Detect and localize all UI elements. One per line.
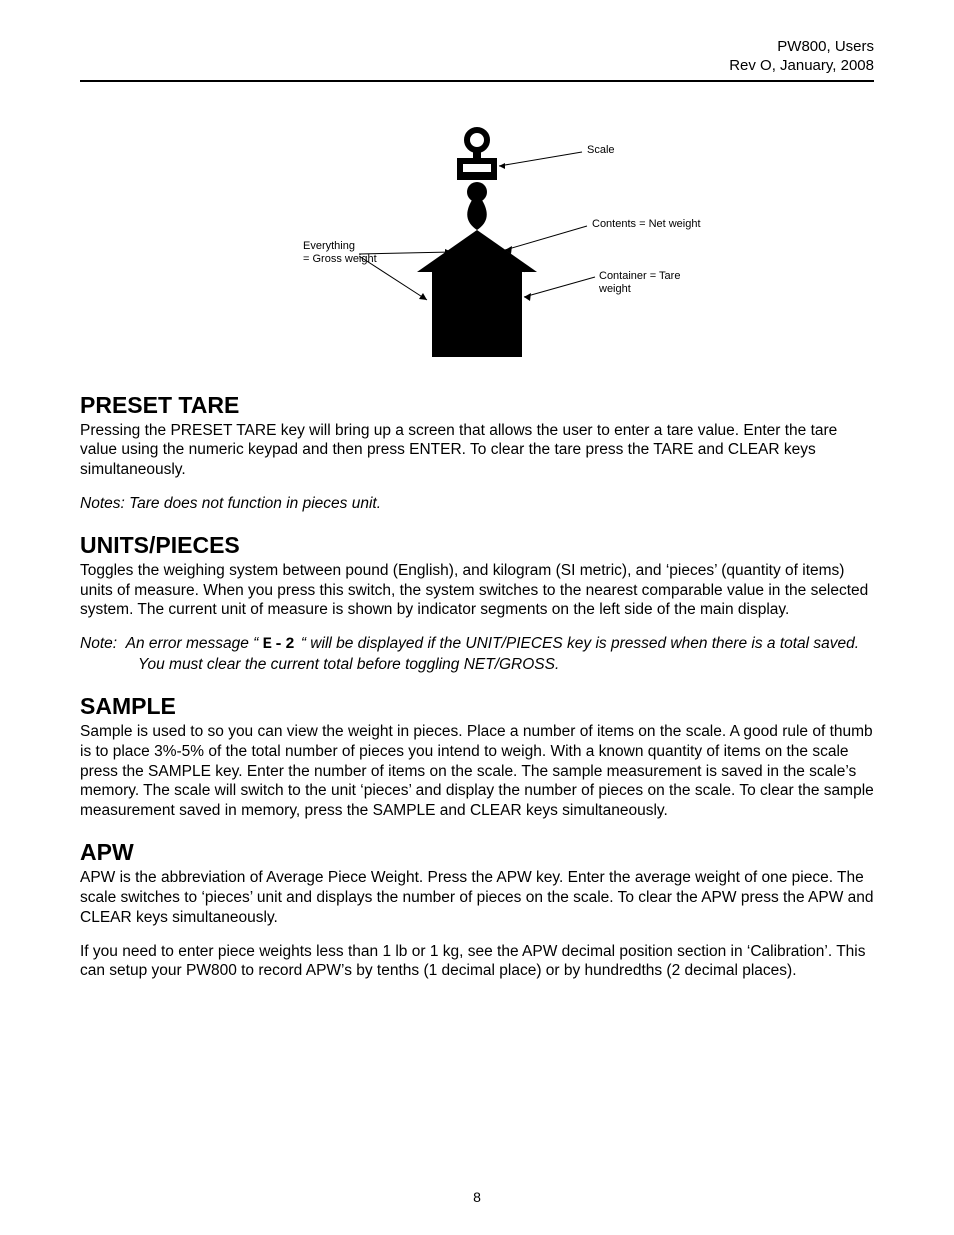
- diagram-label-everything-l2: = Gross weight: [303, 253, 377, 265]
- note-units-lead: Note: An error message “: [80, 635, 263, 652]
- body-apw-1: APW is the abbreviation of Average Piece…: [80, 868, 874, 927]
- diagram-label-contents: Contents = Net weight: [592, 218, 701, 231]
- page-number: 8: [0, 1189, 954, 1205]
- heading-preset-tare: PRESET TARE: [80, 392, 874, 419]
- body-sample: Sample is used to so you can view the we…: [80, 722, 874, 821]
- diagram-wrap: Scale Contents = Net weight Container = …: [80, 122, 874, 372]
- scale-diagram: Scale Contents = Net weight Container = …: [247, 122, 707, 372]
- body-apw-2: If you need to enter piece weights less …: [80, 942, 874, 982]
- note-units-pieces: Note: An error message “ E-2 “ will be d…: [80, 634, 874, 675]
- heading-units-pieces: UNITS/PIECES: [80, 532, 874, 559]
- diagram-label-container: Container = Tare weight: [599, 270, 707, 296]
- note-units-code: E-2: [263, 635, 297, 653]
- header-line-1: PW800, Users: [80, 38, 874, 57]
- page-header: PW800, Users Rev O, January, 2008: [80, 38, 874, 76]
- diagram-label-scale: Scale: [587, 144, 615, 157]
- page: PW800, Users Rev O, January, 2008: [0, 0, 954, 1235]
- diagram-label-everything-l1: Everything: [303, 240, 355, 252]
- header-line-2: Rev O, January, 2008: [80, 57, 874, 76]
- body-units-pieces: Toggles the weighing system between poun…: [80, 561, 874, 620]
- note-preset-tare: Notes: Tare does not function in pieces …: [80, 494, 874, 514]
- body-preset-tare: Pressing the PRESET TARE key will bring …: [80, 421, 874, 480]
- heading-apw: APW: [80, 839, 874, 866]
- heading-sample: SAMPLE: [80, 693, 874, 720]
- diagram-label-everything: Everything = Gross weight: [303, 240, 377, 266]
- header-rule: [80, 80, 874, 82]
